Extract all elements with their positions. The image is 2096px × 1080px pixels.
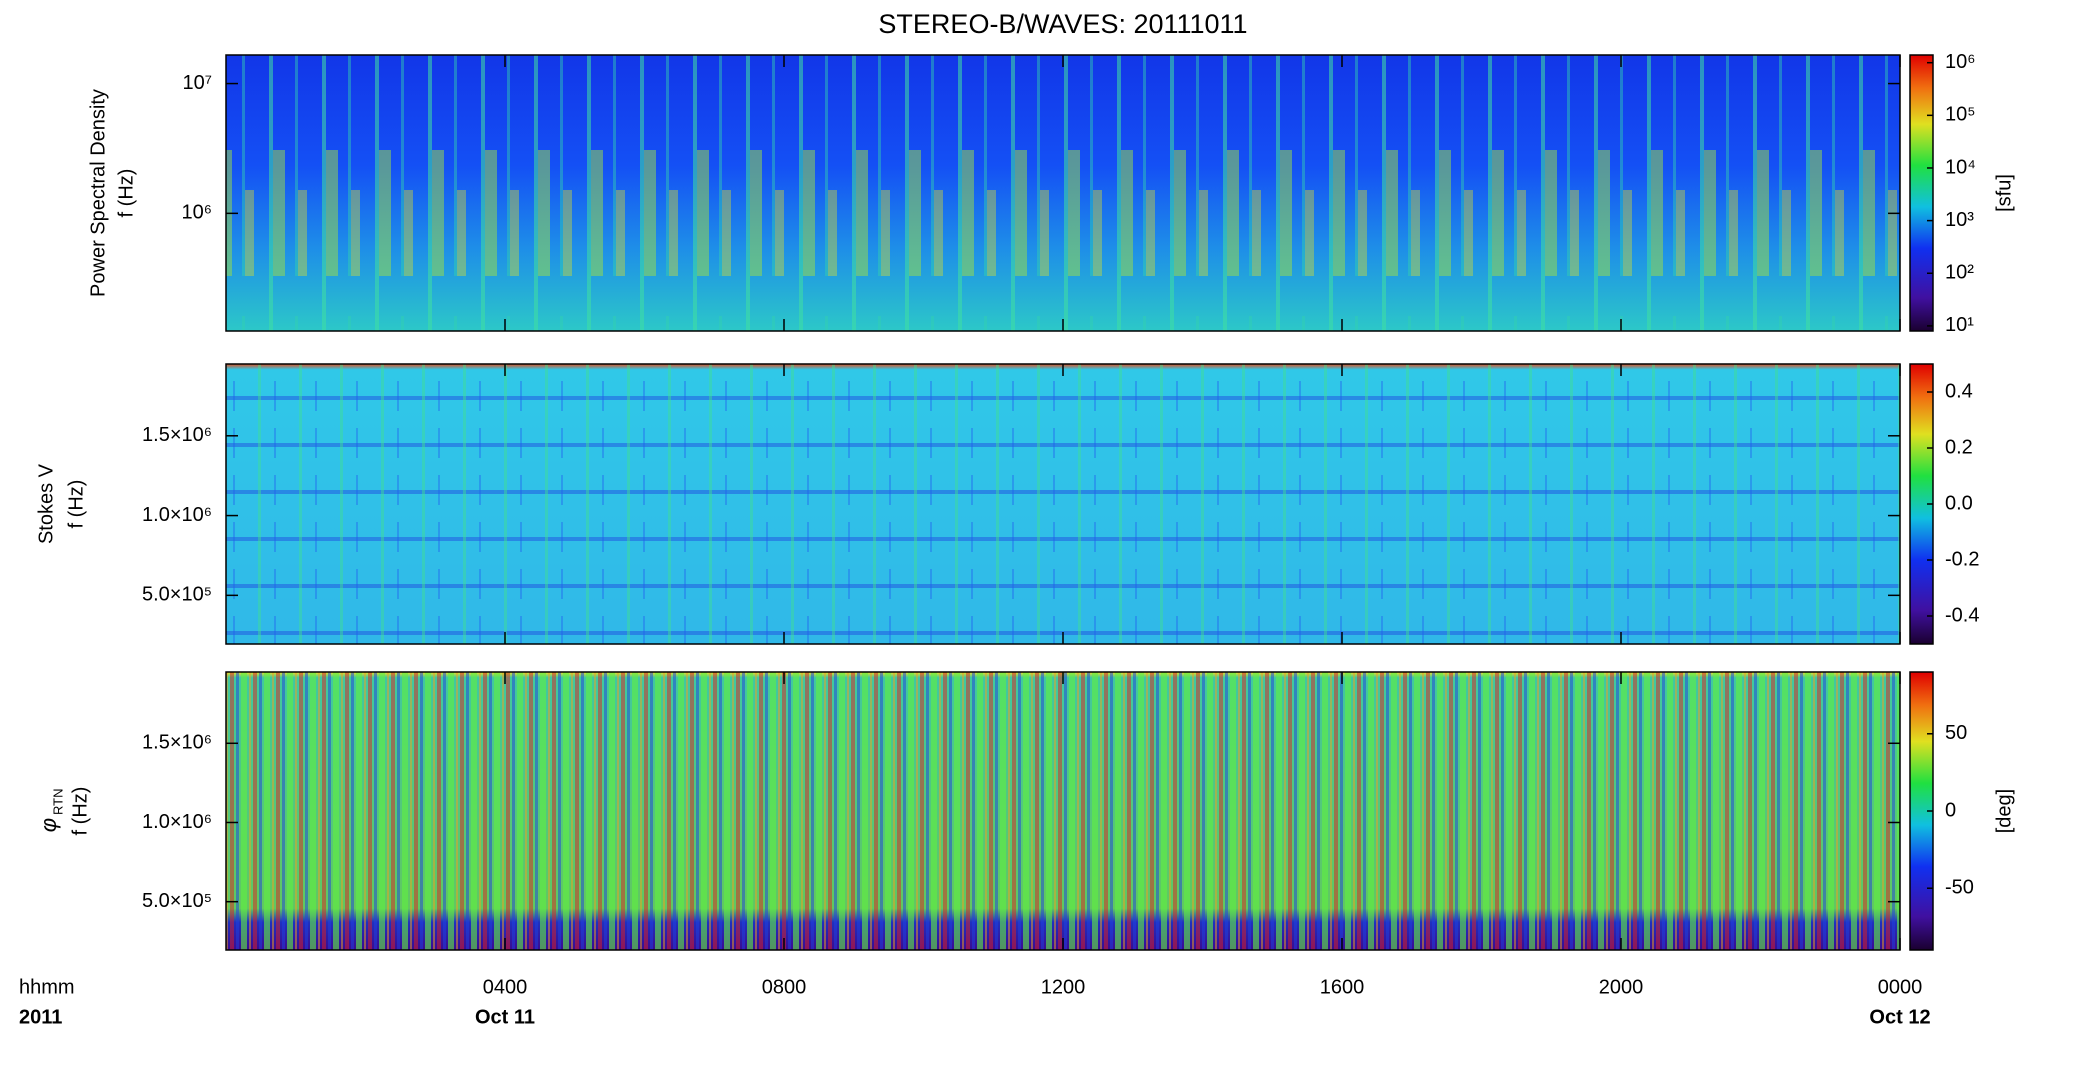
x-tick-label: 0800 xyxy=(762,976,807,998)
y-tick-label: 10⁶ xyxy=(182,202,212,224)
colorbar-tick-label: 10² xyxy=(1945,262,1974,284)
y-tick-label: 1.0×10⁶ xyxy=(142,504,212,526)
y-tick-label: 5.0×10⁵ xyxy=(142,584,212,606)
spectrogram-texture xyxy=(226,672,1900,950)
colorbar-label: [sfu] xyxy=(1993,174,2015,212)
colorbar-tick-label: 10³ xyxy=(1945,209,1974,231)
colorbar-tick-label: 10⁶ xyxy=(1945,51,1975,73)
x-tick-label: 0000 xyxy=(1878,976,1923,998)
spectrogram-texture xyxy=(226,55,1900,331)
y-axis-label: f (Hz) xyxy=(65,480,87,529)
y-axis-label: Power Spectral Density xyxy=(87,89,109,297)
x-tick-label: 1600 xyxy=(1320,976,1365,998)
y-axis-label-subscript: RTN xyxy=(50,789,65,815)
x-tick-label: 2000 xyxy=(1599,976,1644,998)
y-tick-label: 1.5×10⁶ xyxy=(142,732,212,754)
colorbar-tick-label: -0.2 xyxy=(1945,548,1979,570)
y-axis-label: f (Hz) xyxy=(69,787,91,836)
colorbar-tick-label: 10⁴ xyxy=(1945,156,1976,178)
x-axis-label: hhmm xyxy=(19,976,75,998)
x-date-label: Oct 12 xyxy=(1869,1006,1930,1028)
colorbar-tick-label: -0.4 xyxy=(1945,604,1979,626)
y-tick-label: 1.0×10⁶ xyxy=(142,811,212,833)
chart-title: STEREO-B/WAVES: 20111011 xyxy=(878,9,1247,39)
y-axis-label: φ xyxy=(36,818,61,832)
colorbar-tick-label: 50 xyxy=(1945,722,1967,744)
y-axis-label: f (Hz) xyxy=(115,169,137,218)
colorbar-tick-label: 0.0 xyxy=(1945,492,1973,514)
colorbar-tick-label: 10⁵ xyxy=(1945,104,1976,126)
x-tick-label: 0400 xyxy=(483,976,528,998)
y-tick-label: 10⁷ xyxy=(183,72,212,94)
x-tick-label: 1200 xyxy=(1041,976,1086,998)
colorbar-tick-label: 10¹ xyxy=(1945,314,1974,336)
spectrogram-texture xyxy=(226,364,1900,644)
colorbar-tick-label: 0.4 xyxy=(1945,380,1973,402)
x-axis-label: 2011 xyxy=(19,1006,62,1028)
x-date-label: Oct 11 xyxy=(475,1006,535,1028)
colorbar xyxy=(1909,54,1934,332)
y-tick-label: 1.5×10⁶ xyxy=(142,424,212,446)
colorbar-tick-label: -50 xyxy=(1945,877,1974,899)
colorbar-label: [deg] xyxy=(1993,789,2015,833)
colorbar-tick-label: 0.2 xyxy=(1945,436,1973,458)
colorbar-tick-label: 0 xyxy=(1945,799,1956,821)
y-axis-label: Stokes V xyxy=(35,463,57,544)
y-tick-label: 5.0×10⁵ xyxy=(142,890,212,912)
